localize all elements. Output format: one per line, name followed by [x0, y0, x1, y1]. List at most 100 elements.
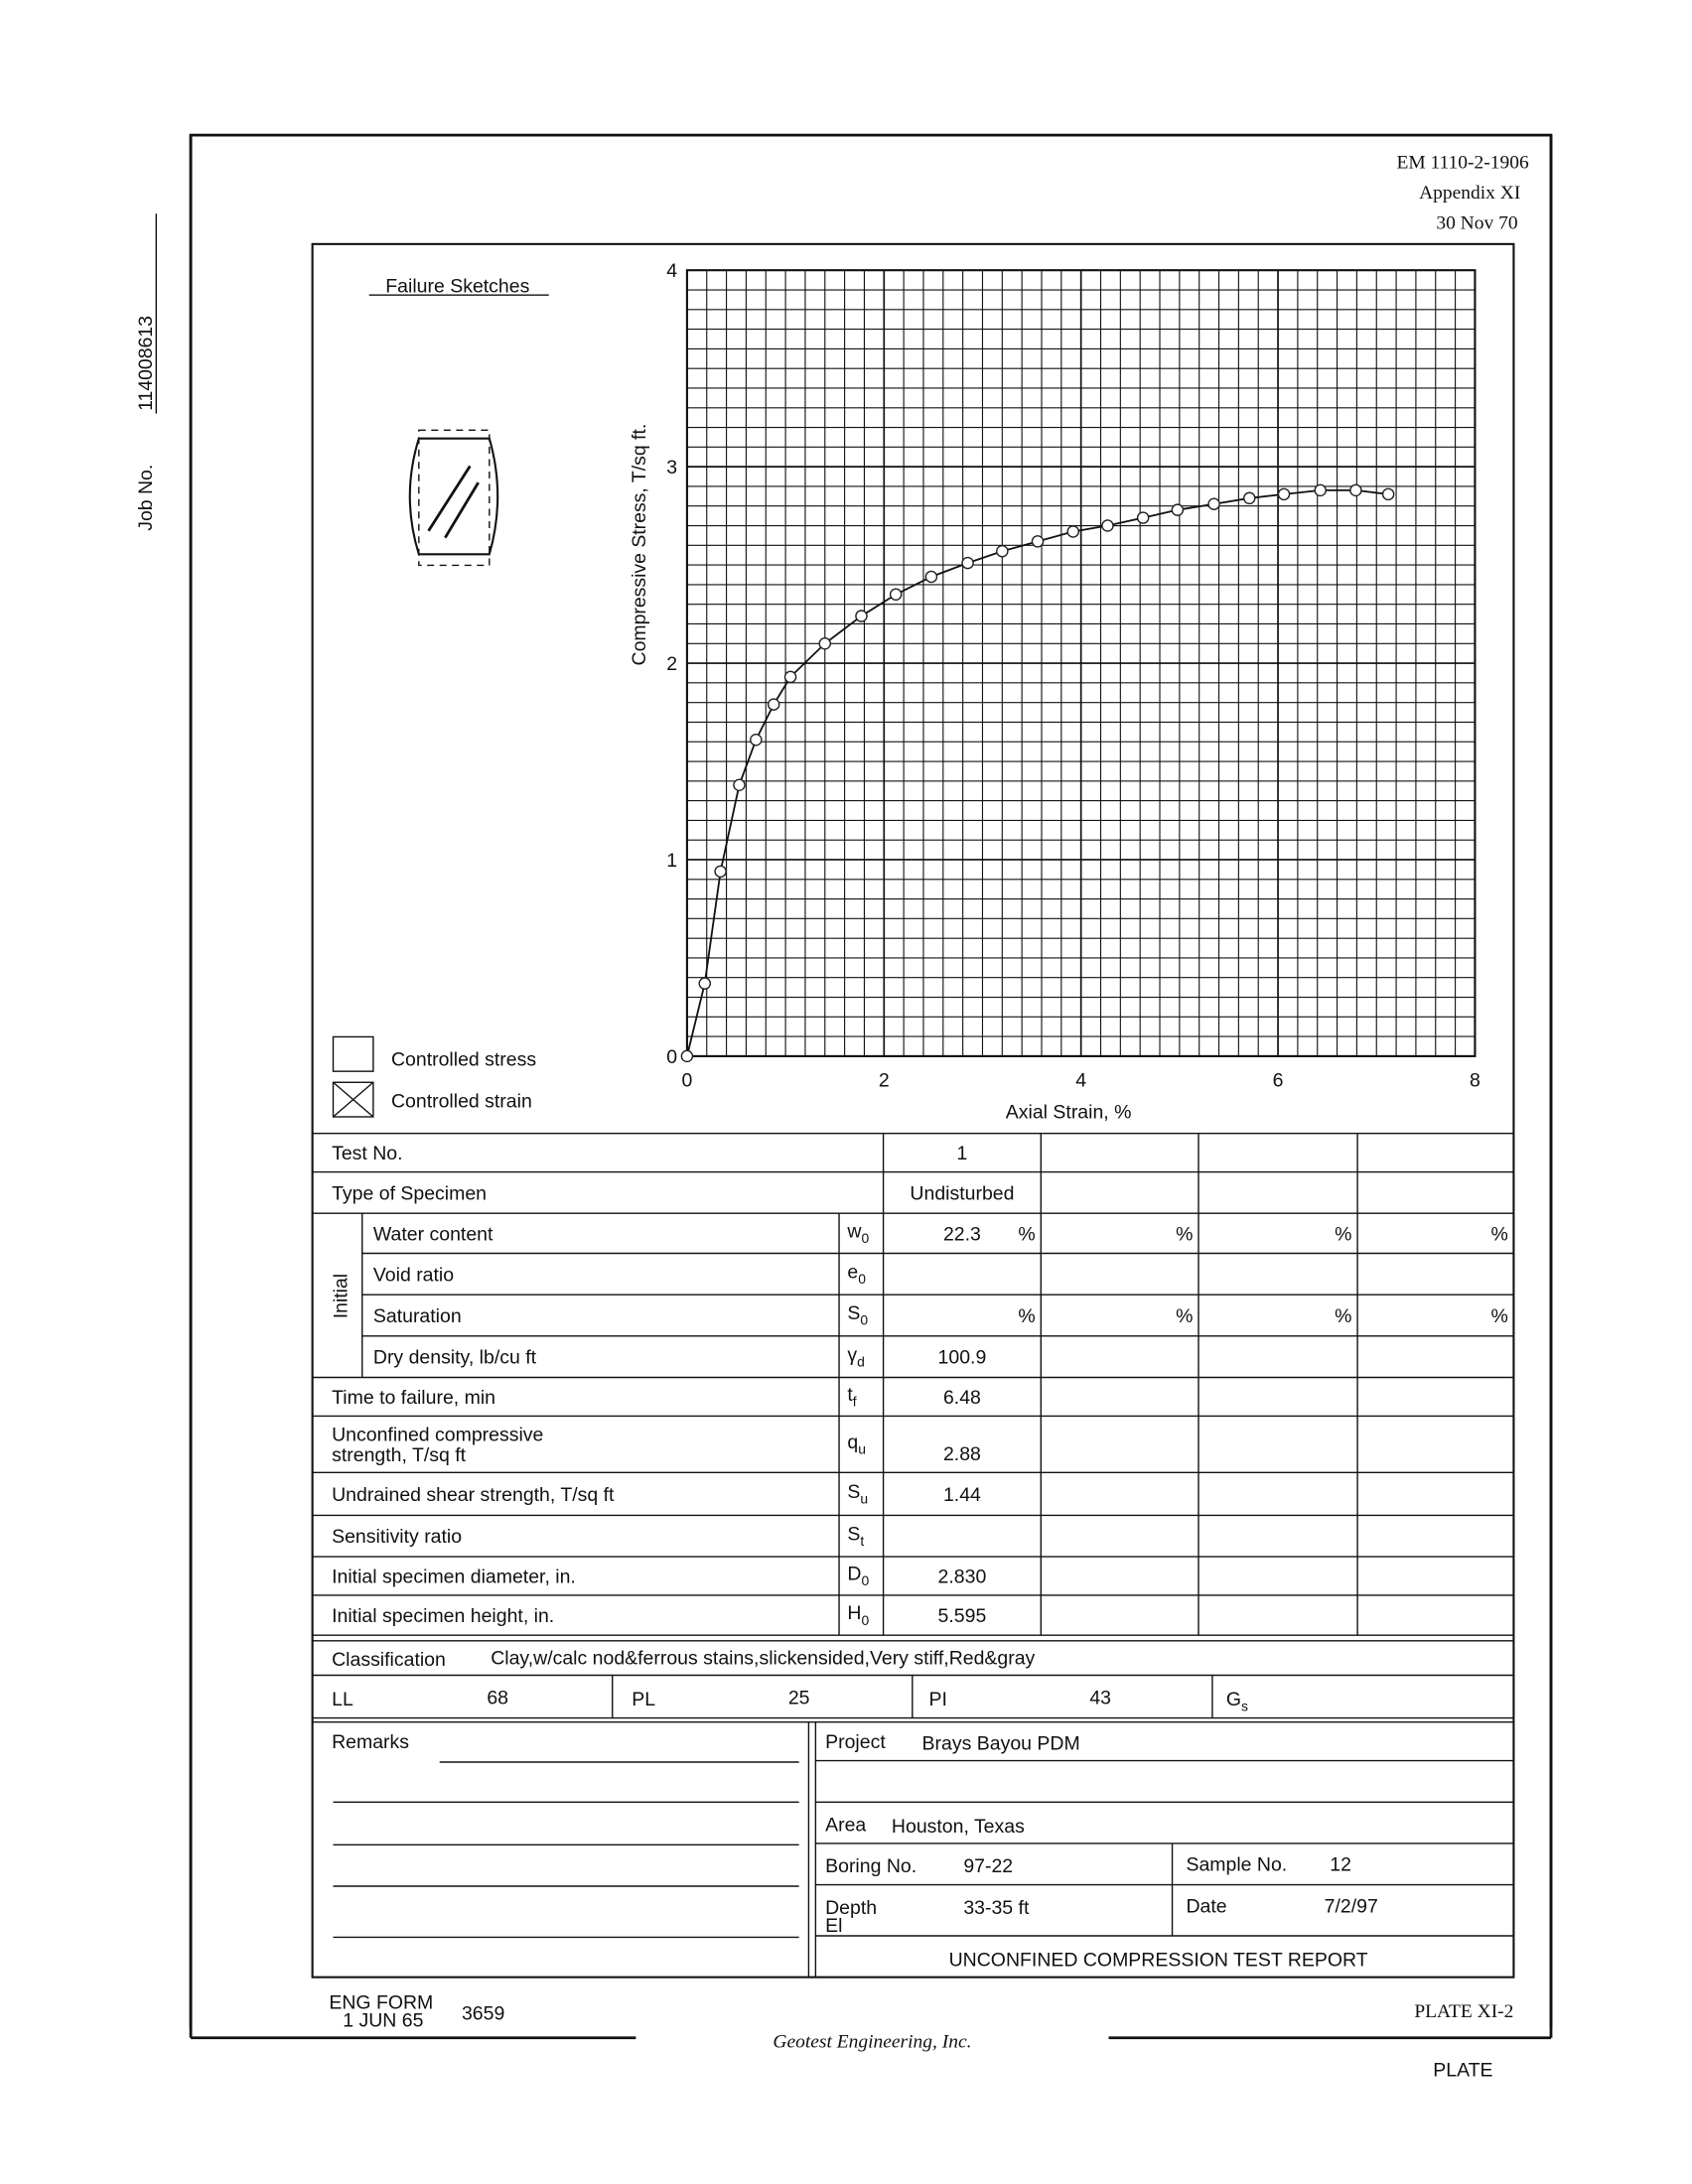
symbol: D0: [847, 1564, 869, 1589]
row-value: 2.88: [943, 1443, 981, 1465]
data-point: [961, 556, 974, 570]
remarks-label: Remarks: [332, 1731, 409, 1753]
symbol-base: q: [847, 1432, 858, 1453]
symbol-sub: 0: [858, 1271, 866, 1287]
symbol: γd: [847, 1344, 864, 1370]
y-tick-label: 2: [666, 653, 677, 675]
footer-plate-mark: PLATE: [1433, 2060, 1492, 2082]
row-label: Time to failure, min: [332, 1387, 495, 1409]
project-boring-label: Boring No.: [825, 1855, 916, 1877]
data-point: [1243, 491, 1256, 505]
symbol: qu: [847, 1432, 866, 1457]
row-label: Saturation: [373, 1305, 462, 1327]
row-label: Test No.: [332, 1143, 402, 1164]
project-sample: 12: [1330, 1854, 1351, 1876]
data-point: [1277, 487, 1291, 501]
project-area: Houston, Texas: [892, 1816, 1025, 1838]
sketch-title: Failure Sketches: [385, 275, 529, 297]
project-boring: 97-22: [963, 1855, 1013, 1877]
footer-form: ENG FORM: [329, 1992, 433, 2014]
sketch-outline: [418, 429, 491, 567]
symbol-base: w: [846, 1221, 862, 1243]
sketch-specimen: [408, 437, 499, 556]
checkbox-label: Controlled stress: [391, 1049, 536, 1071]
checkbox-label: Controlled strain: [391, 1090, 532, 1112]
job-label: Job No.: [135, 465, 157, 531]
x-tick-label: 2: [879, 1069, 890, 1091]
project-date-label: Date: [1186, 1895, 1226, 1917]
row-label: Initial specimen diameter, in.: [332, 1566, 576, 1587]
symbol-base: H: [847, 1602, 861, 1624]
row-value: Undisturbed: [910, 1182, 1014, 1204]
row-label: Sensitivity ratio: [332, 1526, 462, 1548]
symbol: Su: [847, 1481, 868, 1507]
data-point: [767, 698, 780, 711]
symbol-sub: u: [860, 1491, 868, 1507]
symbol-sub: t: [860, 1533, 864, 1549]
row-value: 1: [957, 1143, 968, 1164]
symbol-base: t: [847, 1384, 853, 1406]
row-label: Type of Specimen: [332, 1182, 487, 1204]
header-form: EM 1110-2-1906: [1396, 152, 1529, 173]
symbol-sub: u: [858, 1441, 866, 1457]
row-label: Void ratio: [373, 1264, 454, 1286]
data-point: [1207, 497, 1220, 510]
row-label: Water content: [373, 1223, 494, 1245]
data-point: [924, 570, 938, 584]
x-axis-title: Axial Strain, %: [1006, 1101, 1132, 1123]
unit: %: [1491, 1223, 1508, 1245]
symbol-sub: s: [1241, 1699, 1248, 1714]
x-tick-label: 0: [681, 1069, 692, 1091]
symbol-base: D: [847, 1564, 861, 1585]
footer-company: Geotest Engineering, Inc.: [773, 2032, 971, 2053]
footer-plate: PLATE XI-2: [1414, 2001, 1513, 2022]
report-title: UNCONFINED COMPRESSION TEST REPORT: [949, 1950, 1368, 1972]
symbol: S0: [847, 1302, 868, 1328]
sketch-cracks: [427, 465, 480, 539]
footer-form-date: 1 JUN 65: [343, 2010, 423, 2032]
row-label: Dry density, lb/cu ft: [373, 1347, 537, 1369]
symbol-base: S: [847, 1481, 860, 1503]
symbol: tf: [847, 1384, 856, 1410]
symbol-sub: 0: [861, 1230, 869, 1246]
data-point: [818, 637, 832, 650]
symbol-sub: d: [857, 1353, 865, 1369]
data-point: [750, 733, 763, 747]
unit: %: [1018, 1305, 1035, 1327]
symbol-sub: 0: [860, 1312, 868, 1328]
data-point: [680, 1049, 694, 1063]
data-point: [996, 544, 1009, 558]
project-depth-label: Depth: [825, 1897, 877, 1919]
symbol-base: γ: [847, 1344, 857, 1366]
row-value: 100.9: [938, 1347, 987, 1369]
limit-label: LL: [332, 1689, 353, 1710]
unit: %: [1335, 1223, 1351, 1245]
limit-value: 68: [487, 1688, 508, 1709]
row-label: strength, T/sq ft: [332, 1444, 467, 1466]
y-tick-label: 3: [666, 457, 677, 478]
footer-form-number: 3659: [462, 2003, 504, 2025]
data-point: [733, 778, 746, 792]
stress-strain-curve: [686, 488, 1389, 1057]
data-point: [1101, 519, 1114, 532]
symbol: St: [847, 1523, 864, 1549]
classification-label: Classification: [332, 1649, 446, 1671]
symbol: w0: [846, 1221, 869, 1247]
symbol-base: e: [847, 1262, 858, 1284]
symbol-base: S: [847, 1302, 860, 1324]
x-tick-label: 8: [1470, 1069, 1480, 1091]
frame-gap: [179, 2026, 1563, 2049]
header-date: 30 Nov 70: [1436, 213, 1517, 234]
project-project: Brays Bayou PDM: [922, 1733, 1080, 1755]
data-point: [1381, 487, 1395, 501]
header-appendix: Appendix XI: [1419, 183, 1520, 204]
y-axis-title: Compressive Stress, T/sq ft.: [629, 424, 650, 666]
data-point: [1314, 483, 1327, 497]
data-point: [698, 977, 712, 990]
row-value: 1.44: [943, 1484, 981, 1506]
project-area-label: Area: [825, 1814, 866, 1836]
group-label: Initial: [330, 1274, 352, 1318]
row-value: 2.830: [938, 1566, 987, 1587]
